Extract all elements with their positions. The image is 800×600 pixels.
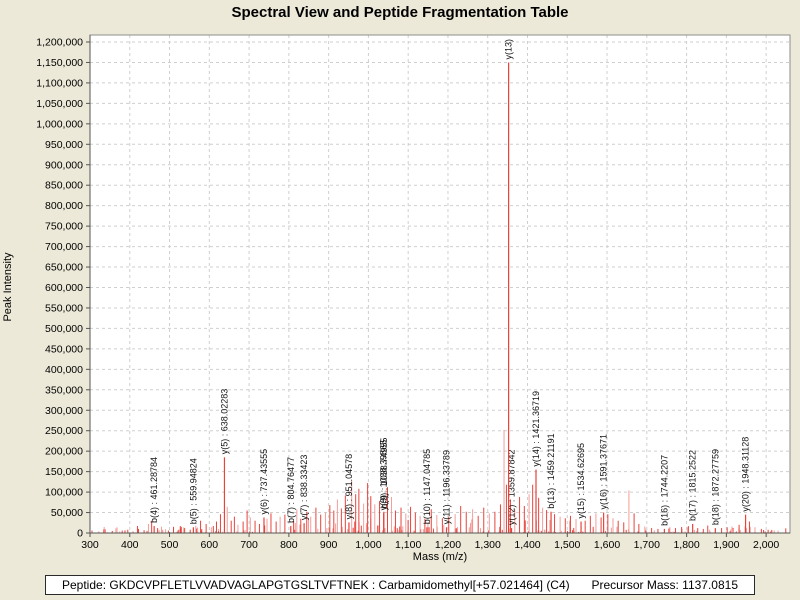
fragment-peak-label: y(8) : 951.04578 [344,454,354,520]
y-tick-label: 200,000 [45,446,83,458]
y-tick-label: 950,000 [45,139,83,151]
fragment-peak-label: y(11) : 1196.33789 [441,450,451,524]
x-tick-label: 1,600 [594,539,620,551]
x-tick-label: 500 [161,539,179,551]
y-tick-label: 650,000 [45,262,83,274]
plot-background [90,35,790,533]
peptide-info-bar: Peptide: GKDCVPFLETLVVADVAGLAPGTGSLTVFTN… [45,575,755,595]
x-tick-label: 800 [280,539,298,551]
x-tick-label: 1,100 [395,539,421,551]
x-tick-label: 1,700 [634,539,660,551]
x-tick-label: 2,000 [753,539,779,551]
fragment-peak-label: y(7) : 838.33423 [299,455,309,521]
x-tick-label: 700 [240,539,258,551]
x-tick-label: 1,300 [475,539,501,551]
fragment-peak-label: b(10) : 1147.04785 [422,449,432,524]
y-tick-label: 1,050,000 [36,98,83,110]
y-tick-label: 1,200,000 [36,37,83,49]
fragment-peak-label: y(13) [504,39,514,60]
y-tick-label: 500,000 [45,323,83,335]
x-axis-label: Mass (m/z) [412,551,468,563]
fragment-peak-label: y(16) : 1591.37671 [599,434,609,510]
y-tick-label: 400,000 [45,364,83,376]
y-tick-label: 750,000 [45,221,83,233]
x-tick-label: 1,800 [673,539,699,551]
y-tick-label: 0 [77,528,83,540]
fragment-peak-label: y(15) : 1534.62695 [576,443,586,519]
y-tick-label: 50,000 [51,507,83,519]
fragment-peak-label: b(16) : 1744.2207 [659,455,669,526]
fragment-peak-label: b(18) : 1872.27759 [710,449,720,525]
x-tick-label: 1,400 [514,539,540,551]
y-tick-label: 900,000 [45,159,83,171]
y-tick-label: 600,000 [45,282,83,294]
x-tick-label: 1,900 [713,539,739,551]
precursor-mass: Precursor Mass: 1137.0815 [591,578,738,592]
fragment-peak-label: y(5) : 638.02283 [219,389,229,455]
y-tick-label: 150,000 [45,466,83,478]
y-tick-label: 250,000 [45,425,83,437]
y-tick-label: 700,000 [45,241,83,253]
y-tick-label: 850,000 [45,180,83,192]
fragment-peak-label: b(5) : 559.94824 [188,458,198,524]
peptide-sequence: Peptide: GKDCVPFLETLVVADVAGLAPGTGSLTVFTN… [62,578,570,592]
y-axis-label: Peak Intensity [2,252,14,322]
fragment-peak-label: b(7) : 804.76477 [286,457,296,523]
x-tick-label: 400 [121,539,139,551]
x-tick-label: 1,000 [355,539,381,551]
y-tick-label: 800,000 [45,200,83,212]
page-title: Spectral View and Peptide Fragmentation … [231,4,569,21]
x-tick-label: 600 [201,539,219,551]
fragment-peak-label: b(4) : 461.28784 [149,457,159,523]
x-tick-label: 1,500 [554,539,580,551]
fragment-peak-label: y(9) : 1038.39865 [379,440,389,511]
fragment-peak-label: b(13) : 1459.21191 [546,433,556,508]
y-tick-label: 350,000 [45,384,83,396]
y-tick-label: 1,000,000 [36,118,83,130]
fragment-peak-label: b(9) : 1038.74955 [379,438,389,509]
fragment-peak-label: y(20) : 1948.31128 [741,437,751,512]
y-tick-label: 100,000 [45,487,83,499]
x-tick-label: 900 [320,539,338,551]
y-tick-label: 300,000 [45,405,83,417]
y-tick-label: 1,100,000 [36,77,83,89]
y-tick-label: 1,150,000 [36,57,83,69]
y-tick-label: 550,000 [45,302,83,314]
fragment-peak-label: y(6) : 737.43555 [259,449,269,515]
fragment-peak-label: y(12) : 1359.87842 [507,450,517,526]
x-tick-label: 300 [81,539,99,551]
fragment-peak-label: y(14) : 1421.36719 [531,391,541,467]
x-tick-label: 1,200 [435,539,461,551]
y-tick-label: 450,000 [45,343,83,355]
fragment-peak-label: b(17) : 1815.2522 [688,450,698,521]
